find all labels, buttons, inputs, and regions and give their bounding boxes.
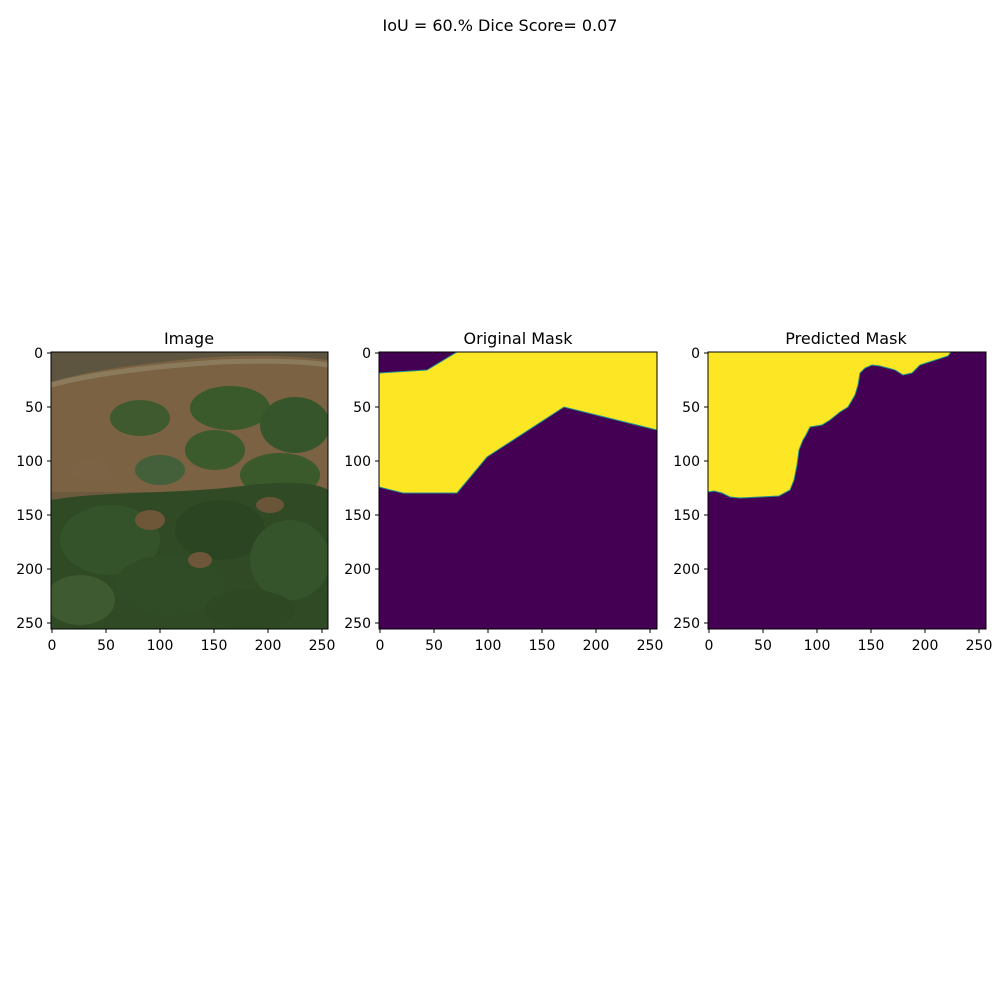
tick-label: 250 bbox=[16, 616, 43, 632]
panel-original-mask: Original Mask 0 50 100 150 200 250 bbox=[344, 329, 663, 654]
tick-label: 0 bbox=[48, 638, 57, 654]
tick-label: 50 bbox=[25, 400, 43, 416]
panel-title: Predicted Mask bbox=[785, 329, 907, 348]
tick-label: 250 bbox=[966, 638, 993, 654]
tick-label: 250 bbox=[309, 638, 336, 654]
tick-label: 50 bbox=[682, 400, 700, 416]
tick-label: 150 bbox=[344, 508, 371, 524]
panel-predicted-mask: Predicted Mask 0 50 100 150 200 250 bbox=[673, 329, 992, 654]
tick-label: 150 bbox=[16, 508, 43, 524]
tick-label: 100 bbox=[673, 454, 700, 470]
tick-label: 150 bbox=[201, 638, 228, 654]
tick-label: 50 bbox=[97, 638, 115, 654]
tick-label: 250 bbox=[673, 616, 700, 632]
tick-label: 100 bbox=[804, 638, 831, 654]
y-axis-ticks: 0 50 100 150 200 250 bbox=[16, 346, 51, 632]
tick-label: 150 bbox=[673, 508, 700, 524]
x-axis-ticks: 0 50 100 150 200 250 bbox=[376, 629, 664, 654]
tick-label: 100 bbox=[344, 454, 371, 470]
tick-label: 50 bbox=[754, 638, 772, 654]
tick-label: 0 bbox=[705, 638, 714, 654]
tick-label: 150 bbox=[529, 638, 556, 654]
tick-label: 200 bbox=[16, 562, 43, 578]
tick-label: 100 bbox=[16, 454, 43, 470]
tick-label: 100 bbox=[475, 638, 502, 654]
tick-label: 0 bbox=[376, 638, 385, 654]
panel-title: Original Mask bbox=[464, 329, 574, 348]
tick-label: 100 bbox=[147, 638, 174, 654]
tick-label: 200 bbox=[673, 562, 700, 578]
tick-label: 50 bbox=[425, 638, 443, 654]
figure-suptitle: IoU = 60.% Dice Score= 0.07 bbox=[382, 16, 618, 35]
tick-label: 150 bbox=[858, 638, 885, 654]
tick-label: 200 bbox=[344, 562, 371, 578]
tick-label: 250 bbox=[344, 616, 371, 632]
satellite-image bbox=[51, 352, 328, 629]
tick-label: 50 bbox=[353, 400, 371, 416]
tick-label: 0 bbox=[691, 346, 700, 362]
tick-label: 0 bbox=[362, 346, 371, 362]
panel-title: Image bbox=[164, 329, 214, 348]
predicted-mask bbox=[708, 352, 986, 629]
tick-label: 0 bbox=[34, 346, 43, 362]
x-axis-ticks: 0 50 100 150 200 250 bbox=[48, 629, 336, 654]
panel-image: Image bbox=[16, 329, 335, 654]
tick-label: 250 bbox=[637, 638, 664, 654]
x-axis-ticks: 0 50 100 150 200 250 bbox=[705, 629, 993, 654]
ground-truth-mask bbox=[379, 352, 657, 629]
tick-label: 200 bbox=[912, 638, 939, 654]
y-axis-ticks: 0 50 100 150 200 250 bbox=[673, 346, 708, 632]
y-axis-ticks: 0 50 100 150 200 250 bbox=[344, 346, 379, 632]
tick-label: 200 bbox=[255, 638, 282, 654]
tick-label: 200 bbox=[583, 638, 610, 654]
